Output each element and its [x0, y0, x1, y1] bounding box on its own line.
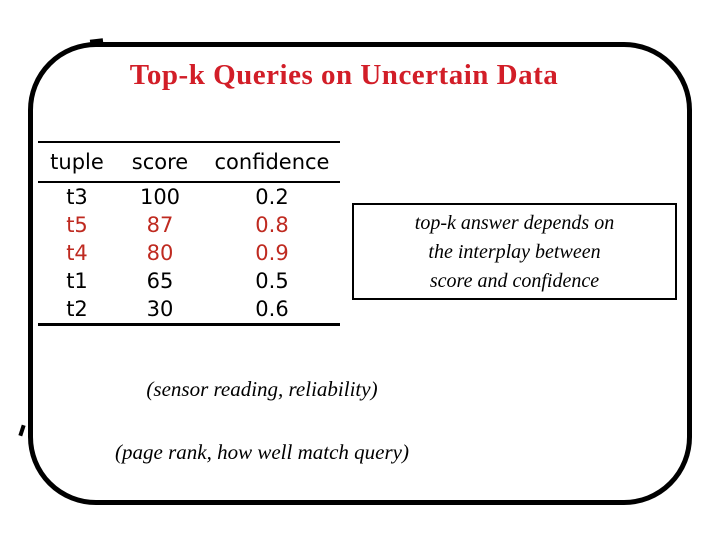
confidence-cell: 0.8 — [255, 213, 289, 237]
score-cell: 100 — [139, 185, 181, 209]
border-artifact-left — [18, 424, 26, 437]
score-cell: 80 — [146, 241, 174, 265]
tuple-cell: t2 — [66, 297, 88, 321]
tuple-cell: t5 — [66, 213, 88, 237]
confidence-cell: 0.6 — [255, 297, 289, 321]
table-row: t5 87 0.8 — [38, 211, 340, 239]
column-header-tuple: tuple — [38, 142, 116, 183]
score-cell: 65 — [146, 269, 174, 293]
slide-rounded-border — [28, 42, 692, 505]
caption-sensor-reading: (sensor reading, reliability) — [146, 377, 378, 401]
tuple-cell: t4 — [66, 241, 88, 265]
callout-line: score and confidence — [429, 270, 600, 292]
callout-line: the interplay between — [428, 241, 601, 263]
table-header-row: tuple score confidence — [38, 142, 340, 183]
score-cell: 87 — [146, 213, 174, 237]
confidence-cell: 0.9 — [255, 241, 289, 265]
column-header-score: score — [116, 142, 204, 183]
column-header-confidence: confidence — [204, 142, 340, 183]
tuple-cell: t3 — [66, 185, 88, 209]
callout-line: top-k answer depends on — [414, 212, 615, 234]
table-row: t2 30 0.6 — [38, 295, 340, 325]
table-row: t1 65 0.5 — [38, 267, 340, 295]
table-row: t3 100 0.2 — [38, 182, 340, 211]
uncertain-data-table: tuple score confidence t3 100 0.2 t5 87 … — [38, 141, 340, 326]
score-cell: 30 — [146, 297, 174, 321]
table-row: t4 80 0.9 — [38, 239, 340, 267]
callout-box: top-k answer depends on the interplay be… — [352, 203, 677, 300]
confidence-cell: 0.2 — [255, 185, 289, 209]
tuple-cell: t1 — [66, 269, 88, 293]
caption-page-rank: (page rank, how well match query) — [115, 440, 409, 464]
slide-title: Top-k Queries on Uncertain Data — [129, 59, 559, 91]
confidence-cell: 0.5 — [255, 269, 289, 293]
